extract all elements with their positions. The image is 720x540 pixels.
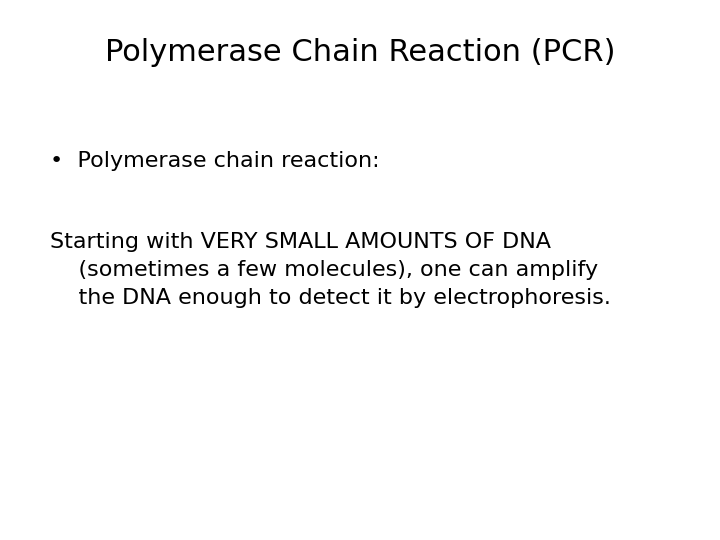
Text: Starting with VERY SMALL AMOUNTS OF DNA
    (sometimes a few molecules), one can: Starting with VERY SMALL AMOUNTS OF DNA … [50,232,611,308]
Text: •  Polymerase chain reaction:: • Polymerase chain reaction: [50,151,380,171]
Text: Polymerase Chain Reaction (PCR): Polymerase Chain Reaction (PCR) [104,38,616,67]
